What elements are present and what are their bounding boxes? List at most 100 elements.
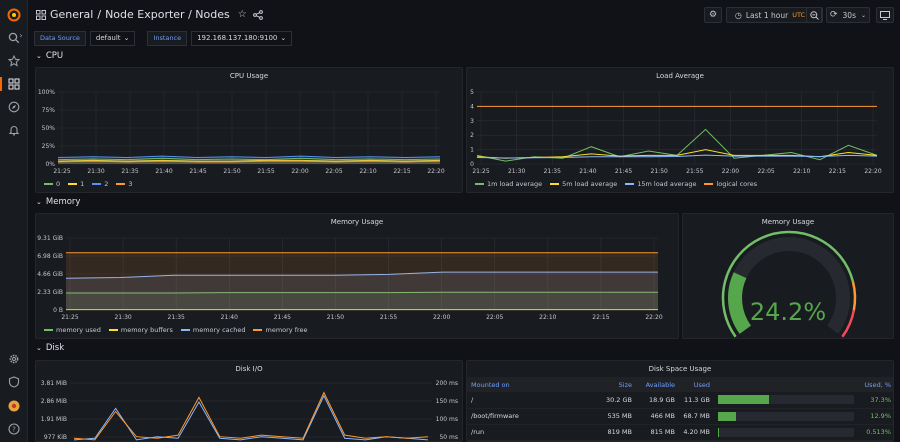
x-tick-label: 21:25 — [61, 314, 78, 321]
cpu-usage-panel: CPU Usage 100% 75% 50% 25% 0% 21:25 21:30 21:35… — [35, 67, 463, 193]
chevron-down-icon: ⌄ — [36, 198, 42, 206]
legend-item[interactable]: 1 — [68, 180, 84, 188]
explore-compass-icon[interactable] — [6, 99, 22, 115]
settings-gear-icon[interactable] — [6, 351, 22, 367]
legend-item[interactable]: 0 — [44, 180, 60, 188]
usage-bar-cell — [714, 424, 858, 441]
share-icon[interactable] — [252, 9, 263, 20]
column-header-used-pct[interactable]: Used, % — [858, 377, 893, 392]
help-icon[interactable]: ? — [6, 421, 22, 437]
row-memory[interactable]: ⌄ Memory — [36, 197, 80, 207]
grafana-logo-icon[interactable] — [6, 7, 22, 23]
x-tick-label: 22:20 — [427, 168, 444, 175]
dashboard-settings-button[interactable]: ⚙ — [704, 7, 722, 23]
panel-title[interactable]: Disk Space Usage — [648, 365, 712, 373]
chevron-down-icon: ⌄ — [860, 11, 867, 19]
chevron-down-icon: ⌄ — [36, 344, 42, 352]
panel-title[interactable]: Memory Usage — [761, 218, 815, 226]
mount-cell: /run — [467, 424, 591, 441]
table-row: /run 819 MB 815 MB 4.20 MB 0.513% — [467, 424, 893, 441]
legend-item[interactable]: logical cores — [704, 180, 757, 188]
series-area — [66, 292, 658, 310]
series-area — [66, 272, 658, 310]
memory-legend: memory used memory buffers memory cached… — [44, 326, 308, 334]
legend-label: memory used — [56, 326, 101, 334]
column-header-used[interactable]: Used — [679, 377, 714, 392]
legend-item[interactable]: memory used — [44, 326, 101, 334]
column-header-mount[interactable]: Mounted on — [467, 377, 591, 392]
datasource-variable-select[interactable]: default ⌄ — [89, 30, 136, 46]
cpu-usage-chart[interactable]: 100% 75% 50% 25% 0%21:25 21:30 21:35 21:40 21:45… — [36, 84, 464, 194]
x-tick-label: 22:05 — [486, 314, 503, 321]
used-pct-cell: 12.9% — [858, 408, 893, 425]
load-average-chart[interactable]: 5 4 3 2 1 021:25 21:30 21:35 21:40 21:45 21:50 21:5… — [467, 84, 895, 194]
column-header-size[interactable]: Size — [591, 377, 636, 392]
legend-label: 1m load average — [487, 180, 543, 188]
usage-bar — [718, 427, 854, 437]
x-tick-label: 21:40 — [155, 168, 172, 175]
table-row: /boot/firmware 535 MB 466 MB 68.7 MB 12.… — [467, 408, 893, 425]
disk-io-panel: Disk I/O 3.81 MiB 200 ms 2.86 MiB 150 ms 1.9… — [35, 360, 463, 442]
breadcrumb-folder[interactable]: General — [50, 8, 94, 21]
legend-item[interactable]: 15m load average — [625, 180, 696, 188]
series-line — [57, 160, 441, 163]
y-tick-label: 2.33 GiB — [37, 289, 63, 296]
legend-item[interactable]: 1m load average — [475, 180, 542, 188]
load-legend: 1m load average 5m load average 15m load… — [475, 180, 757, 188]
x-tick-label: 21:55 — [257, 168, 274, 175]
y-tick-label: 4 — [470, 103, 474, 110]
panel-title[interactable]: Load Average — [656, 72, 704, 80]
x-tick-label: 22:15 — [592, 314, 609, 321]
zoom-out-icon — [809, 10, 819, 20]
y-tick-label: 4.66 GiB — [37, 271, 63, 278]
memory-usage-chart[interactable]: 9.31 GiB 6.98 GiB 4.66 GiB 2.33 GiB 0 B21:25… — [36, 230, 680, 340]
y-tick-label: 9.31 GiB — [37, 235, 63, 242]
panel-title[interactable]: Disk I/O — [235, 365, 263, 373]
gauge-value-arc — [728, 272, 752, 334]
alerting-bell-icon[interactable] — [6, 122, 22, 138]
x-tick-label: 21:25 — [472, 168, 489, 175]
legend-item[interactable]: 5m load average — [550, 180, 617, 188]
expand-chevron-icon[interactable]: › — [19, 30, 23, 40]
series-line — [57, 159, 441, 162]
available-cell: 18.9 GB — [636, 392, 679, 409]
search-icon[interactable] — [6, 30, 22, 46]
series-line — [66, 291, 658, 294]
y2-tick-label: 100 ms — [436, 416, 458, 423]
panel-title[interactable]: Memory Usage — [330, 218, 384, 226]
avatar[interactable] — [6, 398, 22, 414]
favorite-star-icon[interactable]: ☆ — [237, 9, 247, 20]
x-tick-label: 21:50 — [223, 168, 240, 175]
star-icon[interactable] — [6, 53, 22, 69]
legend-item[interactable]: 3 — [116, 180, 133, 188]
cpu-legend: 0 1 2 3 — [44, 180, 133, 188]
legend-item[interactable]: memory buffers — [108, 326, 173, 334]
panel-title[interactable]: CPU Usage — [229, 72, 269, 80]
row-disk[interactable]: ⌄ Disk — [36, 343, 64, 353]
y2-tick-label: 200 ms — [436, 380, 458, 387]
y2-tick-label: 50 ms — [439, 434, 458, 441]
y-tick-label: 0 B — [53, 307, 63, 314]
x-tick-label: 21:35 — [168, 314, 185, 321]
dashboards-icon[interactable] — [6, 76, 22, 92]
legend-item[interactable]: memory cached — [180, 326, 245, 334]
used-cell: 4.20 MB — [679, 424, 714, 441]
legend-label: 2 — [104, 180, 109, 188]
breadcrumb-dashboard[interactable]: Node Exporter / Nodes — [105, 8, 230, 21]
zoom-out-button[interactable] — [806, 7, 822, 23]
chevron-down-icon: ⌄ — [280, 34, 287, 42]
row-cpu[interactable]: ⌄ CPU — [36, 51, 63, 61]
sidebar: › ? — [0, 0, 28, 442]
x-tick-label: 21:55 — [380, 314, 397, 321]
legend-item[interactable]: memory free — [253, 326, 308, 334]
legend-item[interactable]: 2 — [92, 180, 108, 188]
column-header-available[interactable]: Available — [636, 377, 679, 392]
shield-icon[interactable] — [6, 374, 22, 390]
legend-label: 0 — [56, 180, 61, 188]
tv-mode-button[interactable] — [876, 7, 894, 23]
disk-io-chart[interactable]: 3.81 MiB 200 ms 2.86 MiB 150 ms 1.91 MiB 100 … — [36, 377, 464, 442]
y-tick-label: 3.81 MiB — [41, 380, 67, 387]
instance-variable-select[interactable]: 192.168.137.180:9100 ⌄ — [191, 30, 293, 46]
y-tick-label: 0 — [470, 161, 474, 168]
refresh-button[interactable]: ⟳ 30s ⌄ — [826, 7, 870, 23]
